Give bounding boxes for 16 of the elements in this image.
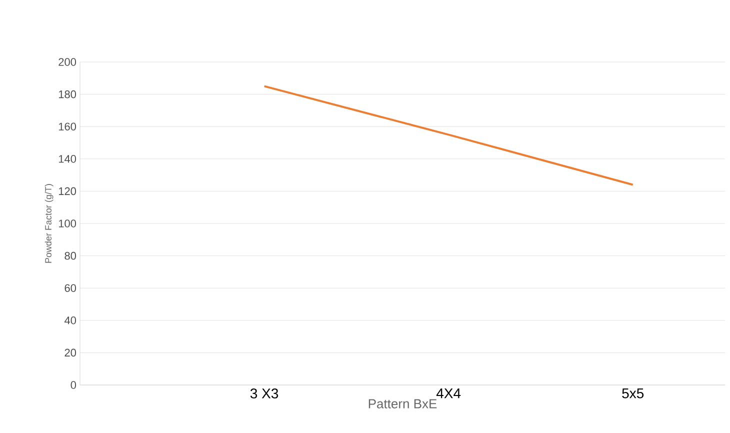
y-tick-label: 180 <box>58 90 76 98</box>
x-tick-label: 4X4 <box>436 388 461 398</box>
y-tick-label: 100 <box>58 220 76 228</box>
y-tick-label: 160 <box>58 122 76 130</box>
y-tick-label: 120 <box>58 187 76 196</box>
y-tick-label: 40 <box>64 316 76 324</box>
y-tick-label: 140 <box>58 155 76 163</box>
x-axis-title: Pattern BxE <box>368 399 437 408</box>
y-axis-title: Powder Factor (g/T) <box>44 184 54 263</box>
y-tick-label: 80 <box>64 252 76 260</box>
y-tick-label: 60 <box>64 284 76 292</box>
y-tick-label: 0 <box>70 381 76 389</box>
x-tick-label: 5x5 <box>622 388 644 398</box>
y-tick-label: 200 <box>58 58 76 66</box>
y-tick-label: 20 <box>64 348 76 357</box>
x-tick-label: 3 X3 <box>250 388 278 398</box>
